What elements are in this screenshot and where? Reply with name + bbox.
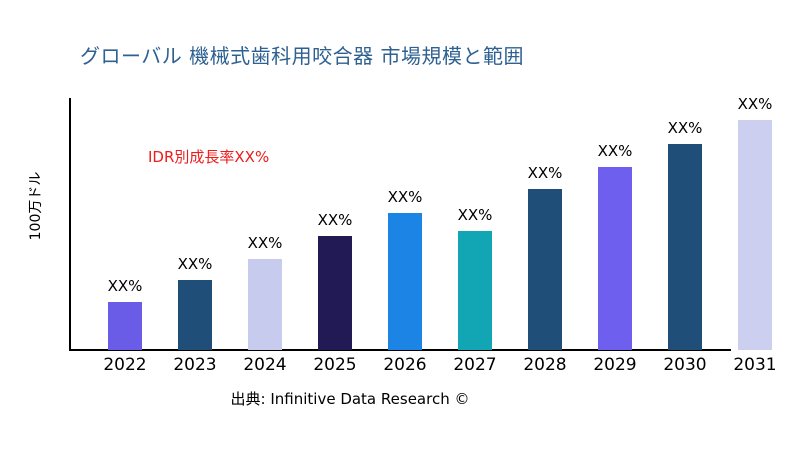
bar-value-label-2031: XX% <box>737 95 773 113</box>
bar-value-label-2027: XX% <box>457 206 493 224</box>
chart-title: グローバル 機械式歯科用咬合器 市場規模と範囲 <box>80 44 525 68</box>
bar-2029 <box>598 167 632 350</box>
x-tick-2026: 2026 <box>383 355 427 375</box>
bar-2030 <box>668 144 702 350</box>
bar-value-label-2022: XX% <box>107 277 143 295</box>
x-tick-2029: 2029 <box>593 355 637 375</box>
x-tick-2031: 2031 <box>733 355 777 375</box>
bar-2023 <box>178 280 212 350</box>
bar-2026 <box>388 213 422 350</box>
bar-value-label-2026: XX% <box>387 188 423 206</box>
x-tick-2027: 2027 <box>453 355 497 375</box>
y-axis-line <box>69 98 71 351</box>
bar-2024 <box>248 259 282 350</box>
bar-2028 <box>528 189 562 350</box>
growth-rate-annotation: IDR別成長率XX% <box>148 148 270 166</box>
bar-value-label-2028: XX% <box>527 164 563 182</box>
x-tick-2024: 2024 <box>243 355 287 375</box>
x-tick-2023: 2023 <box>173 355 217 375</box>
y-axis-label: 100万ドル <box>28 171 44 241</box>
bar-value-label-2030: XX% <box>667 119 703 137</box>
plot-area: XX% 2022 XX% 2023 XX% 2024 XX% 2025 XX% 2026 XX% 20… <box>70 95 780 375</box>
bar-value-label-2024: XX% <box>247 234 283 252</box>
bar-2022 <box>108 302 142 350</box>
x-axis-line <box>69 349 731 351</box>
x-tick-2028: 2028 <box>523 355 567 375</box>
x-tick-2030: 2030 <box>663 355 707 375</box>
bar-2027 <box>458 231 492 350</box>
bar-value-label-2029: XX% <box>597 142 633 160</box>
bar-2031 <box>738 120 772 350</box>
x-tick-2025: 2025 <box>313 355 357 375</box>
source-caption: 出典: Infinitive Data Research © <box>230 390 470 408</box>
bar-value-label-2023: XX% <box>177 255 213 273</box>
x-tick-2022: 2022 <box>103 355 147 375</box>
bar-value-label-2025: XX% <box>317 211 353 229</box>
bar-2025 <box>318 236 352 350</box>
